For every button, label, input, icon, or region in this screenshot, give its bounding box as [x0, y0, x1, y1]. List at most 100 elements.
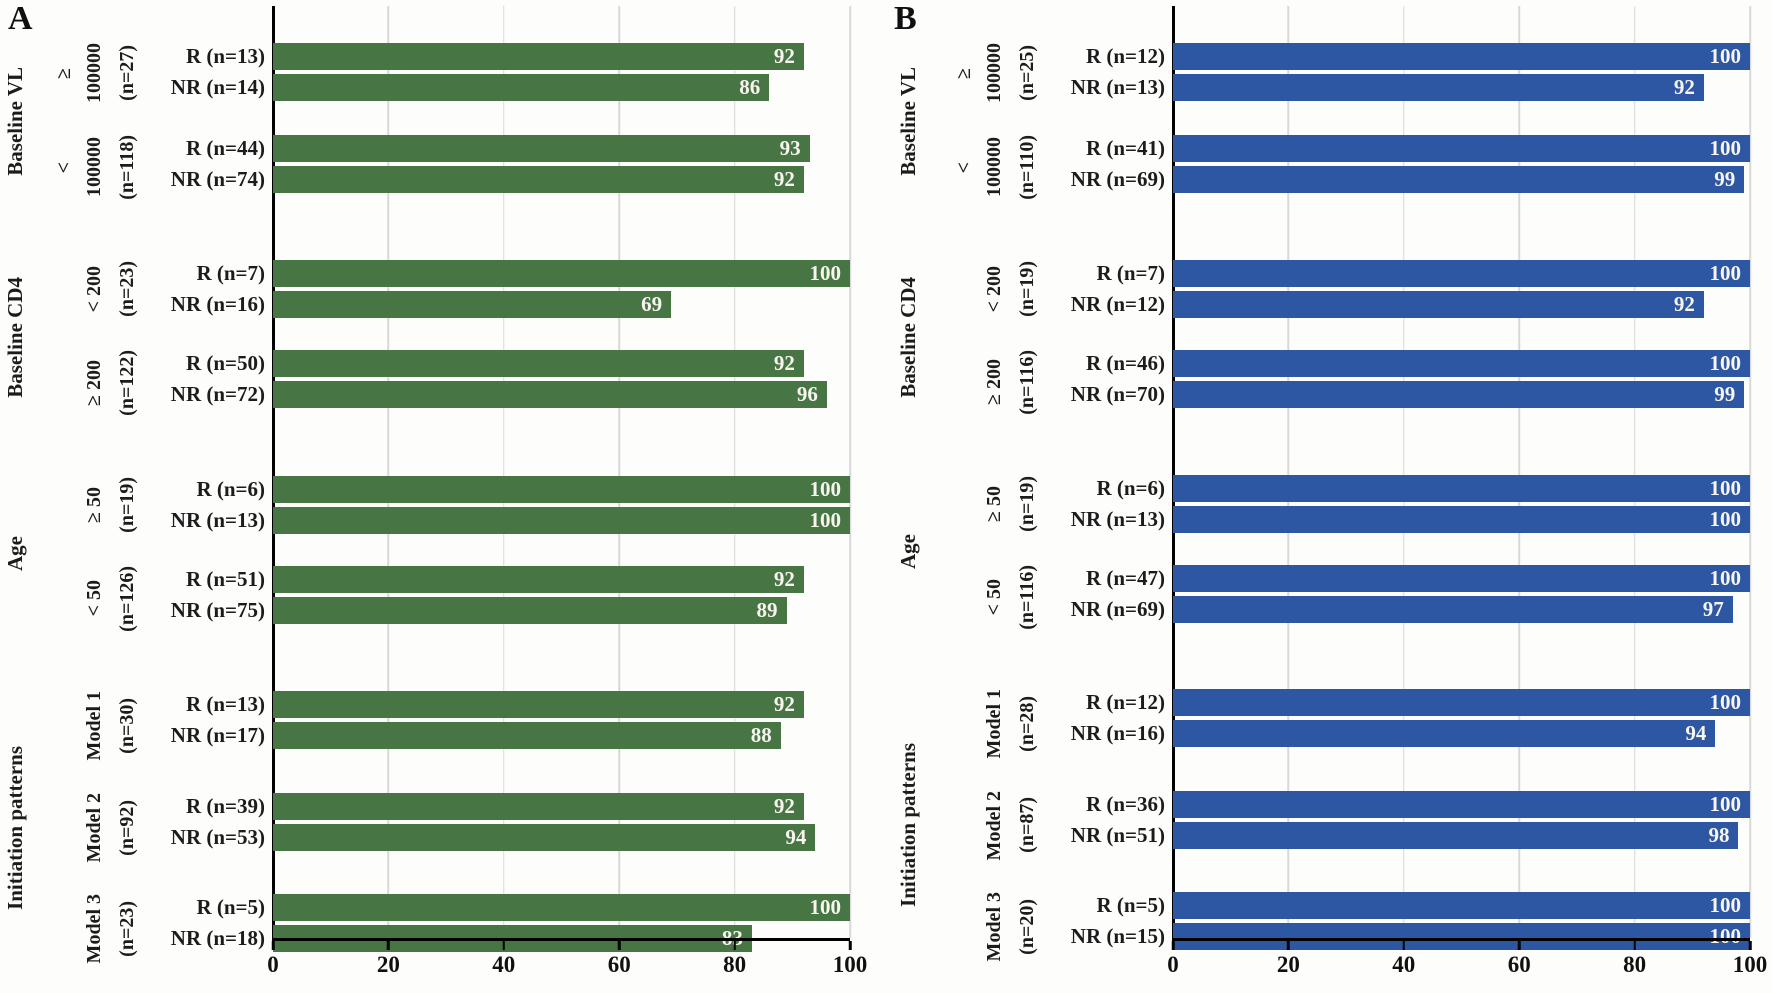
subgroup-label: ≥ 200: [983, 359, 1005, 406]
group-label: Baseline CD4: [2, 277, 27, 399]
bar: 88: [273, 722, 781, 750]
bar-rows: R (n=13) 92 NR (n=14) 86: [148, 43, 850, 103]
panel-letter: B: [894, 0, 917, 37]
bar-row: R (n=41) 100: [1048, 135, 1750, 162]
subgroup-label-zone: Model 2: [930, 791, 1006, 860]
row-label: NR (n=74): [170, 167, 265, 191]
bar-rows: R (n=12) 100 NR (n=13) 92: [1048, 43, 1750, 103]
bar-zone: 92: [273, 166, 850, 193]
subgroup: ≥100000 (n=25) R (n=12) 100 NR (n=13) 92: [930, 43, 1750, 103]
bar: 99: [1173, 166, 1745, 193]
subgroup-label-zone: <100000: [930, 135, 1006, 200]
subgroup: < 50 (n=126) R (n=51) 92 NR (n=75) 89: [30, 565, 850, 631]
bar-value-label: 99: [1714, 381, 1736, 406]
group-label-zone: Baseline CD4: [886, 260, 930, 415]
bar-zone: 92: [273, 792, 850, 820]
bar-zone: 99: [1173, 166, 1750, 193]
bar-zone: 94: [1173, 720, 1750, 748]
bar: 69: [273, 290, 672, 318]
x-tick-label: 100: [832, 952, 868, 977]
group-label: Initiation patterns: [895, 743, 920, 908]
plot-area: [271, 6, 851, 940]
gridline: [1287, 6, 1290, 938]
subgroup-label-zone: Model 1: [930, 689, 1006, 758]
bar-zone: 100: [273, 259, 850, 287]
gridline: [1403, 6, 1405, 938]
subgroup: Model 1 (n=28) R (n=12) 100 NR (n=16) 94: [930, 689, 1750, 759]
bar-row: NR (n=69) 99: [1048, 166, 1750, 193]
bar-row: R (n=51) 92: [148, 565, 850, 593]
x-tick-label: 60: [1507, 952, 1531, 977]
bar-zone: 92: [1173, 74, 1750, 101]
bar-zone: 98: [1173, 821, 1750, 849]
subgroup-label: 100000: [983, 137, 1005, 198]
bar-zone: 86: [273, 74, 850, 101]
row-label: NR (n=16): [1070, 721, 1165, 746]
n-label: (n=27): [115, 45, 138, 101]
subgroups: ≥ 50 (n=19) R (n=6) 100 NR (n=13) 100 < 50 (n=1…: [930, 474, 1750, 630]
bar-row: NR (n=70) 99: [1048, 380, 1750, 408]
row-label: R (n=13): [185, 692, 265, 717]
bar-row: NR (n=13) 92: [1048, 74, 1750, 101]
n-label: (n=19): [115, 476, 138, 533]
bar: 92: [1173, 290, 1704, 318]
group: Age ≥ 50 (n=19) R (n=6) 100 NR (n=13) 100 < 50 (…: [0, 475, 850, 631]
subgroup-n-zone: (n=25): [1006, 43, 1048, 103]
subgroup-label: Model 3: [83, 894, 105, 964]
bar: 93: [273, 135, 810, 162]
bar: 92: [273, 565, 804, 593]
bar-value-label: 94: [785, 824, 807, 849]
row-label: R (n=6): [1096, 475, 1165, 500]
x-tick: [1517, 940, 1521, 950]
bar-row: NR (n=16) 94: [1048, 720, 1750, 748]
bar-rows: R (n=44) 93 NR (n=74) 92: [148, 135, 850, 200]
row-label: NR (n=51): [1070, 822, 1165, 847]
row-label: NR (n=75): [170, 597, 265, 622]
bar-zone: 100: [1173, 259, 1750, 287]
bar-row: R (n=7) 100: [1048, 259, 1750, 287]
subgroup-label-zone: ≥ 200: [30, 350, 106, 416]
row-label: NR (n=72): [170, 381, 265, 406]
group-label-zone: Initiation patterns: [0, 691, 30, 963]
subgroup-label-zone: < 50: [930, 565, 1006, 630]
n-label: (n=19): [1015, 475, 1038, 532]
bar-row: R (n=12) 100: [1048, 43, 1750, 70]
bar-row: NR (n=69) 97: [1048, 595, 1750, 623]
row-label: R (n=12): [1085, 44, 1165, 68]
subgroup: <100000 (n=110) R (n=41) 100 NR (n=69) 99: [930, 135, 1750, 200]
bar-value-label: 92: [773, 350, 795, 375]
x-tick-label: 20: [1276, 952, 1300, 977]
subgroup: < 200 (n=23) R (n=7) 100 NR (n=16) 69: [30, 259, 850, 318]
bar-row: NR (n=53) 94: [148, 823, 850, 851]
bar-row: NR (n=12) 92: [1048, 290, 1750, 318]
group-label: Baseline VL: [2, 67, 27, 176]
n-label: (n=30): [115, 698, 138, 755]
group: Initiation patterns Model 1 (n=30) R (n=13)…: [0, 691, 850, 964]
group: Baseline CD4 < 200 (n=23) R (n=7) 100 NR (n=1…: [0, 259, 850, 416]
x-axis-line: [271, 938, 850, 941]
category-groups: Baseline VL ≥100000 (n=25) R (n=12) 100 NR (n…: [886, 43, 1750, 962]
gridline: [618, 6, 620, 938]
bar-row: R (n=7) 100: [148, 259, 850, 287]
n-label: (n=23): [115, 260, 138, 317]
bar: 94: [273, 823, 816, 851]
subgroup-label: 100000: [83, 43, 105, 103]
x-tick-label: 80: [723, 952, 747, 977]
bar-value-label: 92: [1673, 75, 1695, 99]
group-label: Age: [2, 536, 27, 572]
row-label: NR (n=13): [1070, 506, 1165, 531]
bar: 94: [1173, 720, 1716, 748]
bar-value-label: 92: [773, 167, 795, 191]
bar: 100: [1173, 564, 1750, 592]
bar-zone: 89: [273, 596, 850, 624]
bar-zone: 94: [273, 823, 850, 851]
subgroup-label: <: [953, 161, 975, 174]
bar-row: NR (n=16) 69: [148, 290, 850, 318]
row-label: NR (n=14): [170, 75, 265, 99]
subgroup-label: ≥: [53, 67, 75, 79]
bar-zone: 100: [273, 894, 850, 922]
bar-zone: 100: [1173, 505, 1750, 533]
bar-rows: R (n=6) 100 NR (n=13) 100: [148, 475, 850, 534]
bar: 92: [273, 166, 804, 193]
